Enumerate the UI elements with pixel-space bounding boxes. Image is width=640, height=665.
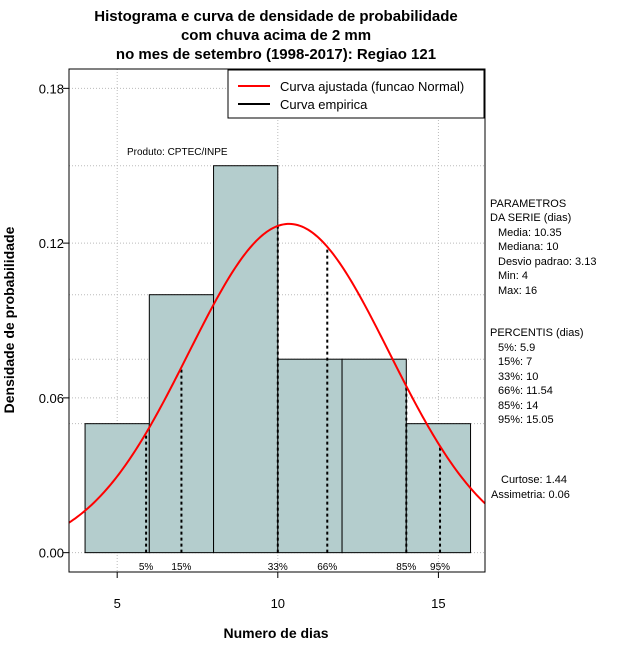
assimetria-text: Assimetria: 0.06 [491,489,570,501]
chart-title-line-2: com chuva acima de 2 mm [181,27,371,44]
param-line: Min: 4 [498,270,528,282]
percentile-label: 85% [396,562,416,573]
x-tick-label: 10 [271,596,285,611]
param-line: Mediana: 10 [498,241,559,253]
percentis-header: PERCENTIS (dias) [490,327,584,339]
x-tick-label: 5 [114,596,121,611]
percentis-line: 66%: 11.54 [498,385,553,397]
histogram-bar [213,165,279,554]
y-axis-title: Densidade de probabilidade [1,226,17,413]
percentile-label: 5% [139,562,154,573]
chart-title-line-3: no mes de setembro (1998-2017): Regiao 1… [116,46,436,63]
percentile-label: 33% [268,562,288,573]
params-header-2: DA SERIE (dias) [490,212,571,224]
curve-layer [68,222,486,524]
credit-text: Produto: CPTEC/INPE [127,147,228,158]
param-line: Max: 16 [498,285,537,297]
y-tick-label: 0.06 [39,391,64,406]
axes-layer: 5 10 15 0.00 0.06 0.12 0.18 [39,81,446,611]
percentile-lines-layer [145,225,442,553]
param-line: Desvio padrao: 3.13 [498,256,596,268]
x-axis-title: Numero de dias [223,625,328,641]
y-tick-label: 0.18 [39,81,64,96]
percentis-line: 85%: 14 [498,400,538,412]
percentile-label: 66% [317,562,337,573]
legend-normal-label: Curva ajustada (funcao Normal) [280,79,464,94]
y-tick-label: 0.12 [39,236,64,251]
normal-fit-curve [68,222,486,524]
legend: Curva ajustada (funcao Normal) Curva emp… [227,69,485,119]
legend-empirical-label: Curva empirica [280,97,368,112]
plot-frame [68,68,486,573]
chart-title-line-1: Histograma e curva de densidade de proba… [94,8,457,25]
histogram-bar [277,358,343,554]
percentis-line: 15%: 7 [498,356,532,368]
percentile-label: 15% [171,562,191,573]
percentile-labels-layer: 5% 15% 33% 66% 85% 95% [139,562,450,573]
side-panel: PARAMETROS DA SERIE (dias) Media: 10.35 … [490,198,596,501]
x-tick-label: 15 [431,596,445,611]
curtose-text: Curtose: 1.44 [501,474,567,486]
y-tick-label: 0.00 [39,546,64,561]
legend-box [227,69,485,119]
param-line: Media: 10.35 [498,227,562,239]
percentis-line: 33%: 10 [498,371,538,383]
percentis-line: 5%: 5.9 [498,342,535,354]
params-header-1: PARAMETROS [490,198,566,210]
percentile-label: 95% [430,562,450,573]
percentis-line: 95%: 15.05 [498,414,554,426]
histogram-bar [341,358,407,554]
